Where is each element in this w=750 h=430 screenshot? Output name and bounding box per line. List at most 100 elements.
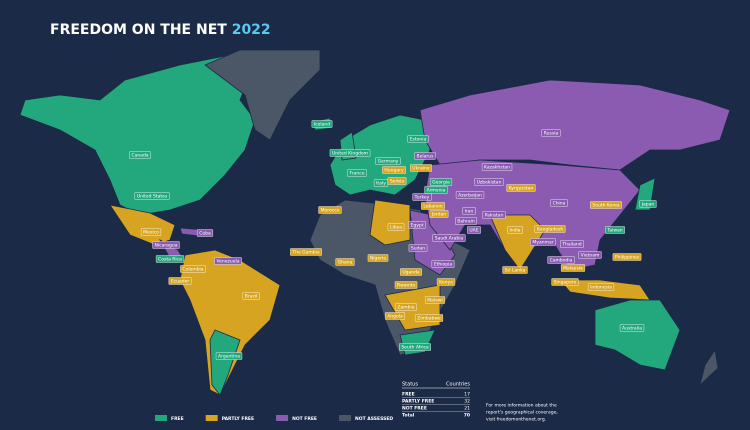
- country-label: Argentina: [218, 354, 240, 360]
- country-label: Japan: [641, 202, 655, 208]
- country-label-box: [414, 314, 444, 322]
- note-line: report's geographical coverage,: [486, 410, 558, 416]
- country-label: Sudan: [411, 246, 425, 252]
- country-label-box: [367, 254, 389, 262]
- country-label-box: [382, 166, 406, 174]
- country-label: Russia: [544, 131, 559, 137]
- country-label: Philippines: [615, 255, 640, 261]
- india: [489, 214, 546, 271]
- country-label: Vietnam: [581, 253, 600, 259]
- country-label: China: [553, 201, 566, 207]
- country-label: Azerbaijan: [458, 193, 482, 199]
- country-label-box: [612, 253, 642, 261]
- country-label: Armenia: [427, 188, 446, 194]
- legend-label: PARTLY FREE: [222, 416, 254, 422]
- table-count: 21: [464, 406, 470, 412]
- country-label: Turkey: [414, 195, 430, 201]
- country-label: Malaysia: [563, 266, 583, 272]
- country-label-box: [578, 251, 602, 259]
- note-line: visit freedomonthenet.org.: [486, 417, 546, 423]
- country-label-box: [432, 234, 466, 242]
- legend-label: NOT ASSESSED: [355, 416, 393, 422]
- country-label-box: [507, 226, 523, 234]
- country-label-box: [180, 265, 206, 273]
- country-label-box: [155, 255, 185, 263]
- country-label-box: [421, 202, 445, 210]
- title-text: FREEDOM ON THE NET: [50, 22, 227, 38]
- country-label-box: [407, 135, 429, 143]
- table-total: 70: [464, 413, 470, 419]
- country-label: Cuba: [199, 231, 211, 237]
- country-label-box: [412, 193, 432, 201]
- country-label: Bahrain: [457, 219, 475, 225]
- country-label: Germany: [378, 159, 399, 165]
- country-label-box: [134, 192, 170, 200]
- country-label-box: [429, 178, 453, 186]
- country-label: Costa Rica: [158, 257, 182, 263]
- country-label-box: [474, 178, 504, 186]
- country-label: Uzbekistan: [477, 180, 502, 186]
- country-label: Taiwan: [606, 228, 622, 234]
- legend-swatch: [205, 415, 218, 421]
- country-label-box: [425, 296, 445, 304]
- country-label: Malawi: [427, 298, 443, 304]
- country-label-box: [395, 303, 417, 311]
- country-label-box: [394, 281, 418, 289]
- country-label-box: [424, 186, 448, 194]
- country-label: Rwanda: [397, 283, 415, 289]
- title-year: 2022: [232, 22, 271, 38]
- africa-partly: [369, 199, 411, 246]
- country-label-box: [408, 244, 428, 252]
- country-label-box: [429, 210, 449, 218]
- country-label-box: [375, 157, 401, 165]
- country-label-box: [387, 223, 405, 231]
- country-label: Hungary: [384, 168, 404, 174]
- country-label-box: [408, 221, 426, 229]
- country-label: Ecuador: [171, 279, 190, 285]
- country-label: Australia: [622, 326, 642, 332]
- country-label: Morocco: [321, 208, 340, 214]
- country-label-box: [462, 207, 476, 215]
- country-label: Kenya: [439, 280, 453, 286]
- country-label-box: [214, 257, 242, 265]
- argentina: [209, 329, 241, 396]
- country-label-box: [399, 343, 431, 351]
- country-label: Zimbabwe: [417, 316, 441, 322]
- land: [19, 49, 731, 396]
- country-label: Saudi Arabia: [435, 236, 464, 242]
- country-label: France: [350, 171, 365, 177]
- country-label-box: [140, 228, 162, 236]
- country-label-box: [387, 177, 407, 185]
- table-total-label: Total: [402, 413, 415, 419]
- country-labels: Canada United States Costa Rica Argentina Ic…: [129, 120, 657, 360]
- table-header: Countries: [446, 382, 470, 388]
- country-label-box: [482, 211, 506, 219]
- country-label: Jordan: [431, 212, 446, 218]
- country-label: Angola: [387, 314, 403, 320]
- table-count: 32: [464, 399, 470, 405]
- country-label-box: [385, 312, 405, 320]
- country-label-box: [639, 200, 657, 208]
- australia: [594, 299, 681, 371]
- country-label-box: [129, 151, 151, 159]
- table-status: PARTLY FREE: [402, 399, 434, 405]
- country-label-box: [400, 268, 422, 276]
- country-label: Egypt: [411, 223, 424, 229]
- country-label: Kyrgyzstan: [509, 186, 534, 192]
- country-label: Colombia: [182, 267, 203, 273]
- country-label: South Korea: [592, 203, 620, 209]
- table-header: Status: [402, 382, 418, 388]
- country-label-box: [436, 278, 456, 286]
- country-label-box: [547, 256, 575, 264]
- country-label-box: [605, 226, 625, 234]
- country-label-box: [560, 240, 584, 248]
- country-label-box: [455, 191, 485, 199]
- country-label: Italy: [376, 181, 386, 187]
- country-label: United Kingdom: [332, 151, 368, 157]
- country-label-box: [560, 264, 586, 272]
- country-label: UAE: [469, 228, 478, 234]
- country-label: Ukraine: [412, 166, 430, 172]
- country-label-box: [550, 199, 568, 207]
- country-label-box: [506, 184, 536, 192]
